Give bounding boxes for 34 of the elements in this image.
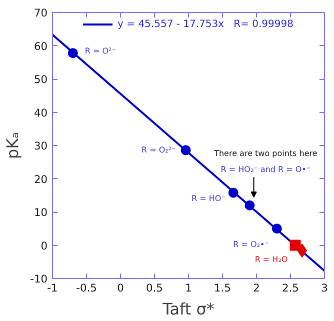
annotation: R = HO⁻: [191, 194, 226, 204]
y-tick-label: 30: [34, 140, 48, 152]
y-tick-label: 40: [34, 106, 48, 120]
point: [272, 224, 282, 234]
y-tick-label: -10: [30, 272, 48, 286]
x-tick-label: 2.5: [282, 282, 299, 294]
x-tick-label: 1.5: [214, 282, 231, 294]
x-tick-label: 0: [117, 282, 124, 294]
point: [228, 188, 238, 198]
y-tick-label: 20: [34, 172, 48, 186]
point: [290, 240, 301, 251]
point: [180, 145, 191, 156]
x-tick-label: 1: [185, 282, 192, 294]
annotation: R = O₂•⁻: [233, 240, 269, 250]
x-tick-label: -0.5: [76, 282, 97, 294]
y-axis-title: pKₐ: [3, 132, 22, 159]
y-tick-label: 50: [34, 73, 48, 86]
y-tick-label: 0: [40, 239, 48, 252]
annotation: There are two points here: [213, 148, 318, 158]
annotation: R = HO₂⁻ and R = O•⁻: [220, 164, 311, 174]
x-tick-label: 0.5: [146, 282, 163, 294]
y-tick-label: 70: [34, 6, 48, 20]
legend-label: y = 45.557 - 17.753x R= 0.99998: [118, 18, 294, 30]
annotation: R = H₂O: [254, 254, 288, 264]
y-tick-label: 60: [34, 40, 48, 53]
annotation: R = O₂²⁻: [142, 146, 176, 155]
x-tick-label: -1: [47, 282, 58, 294]
point: [68, 48, 78, 58]
x-axis-title: Taft σ*: [162, 300, 214, 318]
annotation: R = O²⁻: [84, 46, 116, 56]
x-tick-label: 2: [253, 282, 260, 294]
x-tick-label: 3: [321, 282, 328, 294]
y-tick-label: 10: [34, 206, 48, 219]
point: [244, 200, 255, 210]
